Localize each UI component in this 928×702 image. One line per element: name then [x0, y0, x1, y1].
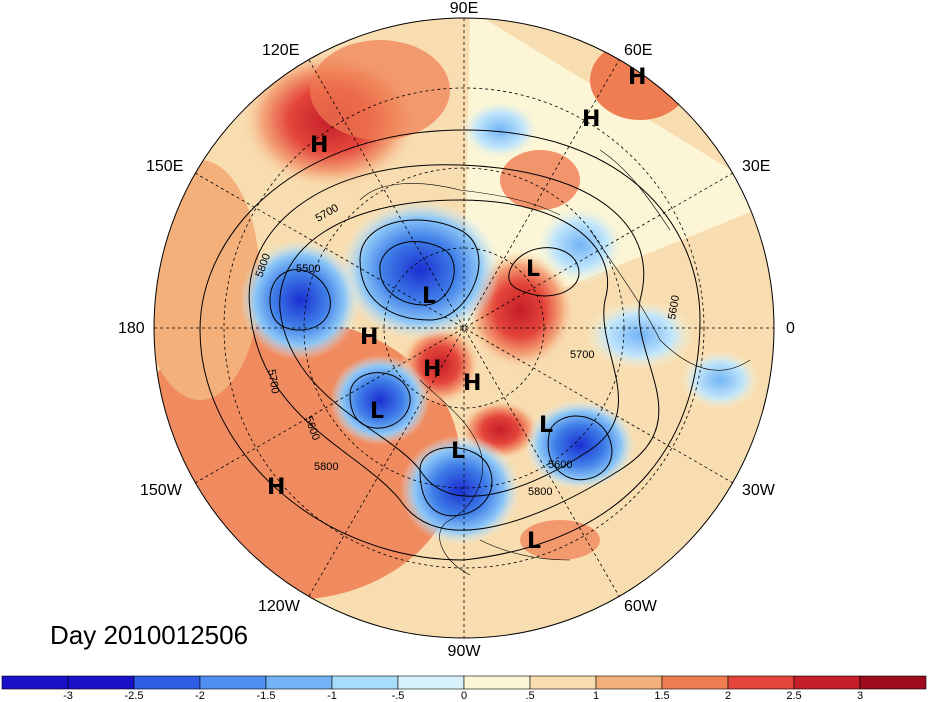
colorbar-swatch [661, 675, 729, 690]
pressure-centers: H H H H L L H H L L L L H H [267, 65, 646, 554]
contour-label: 5600 [666, 294, 682, 320]
colorbar-tick-label: -2 [195, 690, 205, 702]
lon-label-120e: 120E [262, 42, 300, 59]
colorbar-tick-label: 2.5 [786, 690, 801, 702]
lon-label-60w: 60W [624, 598, 657, 615]
colorbar-swatch [529, 675, 597, 690]
contour-label: 5800 [314, 461, 338, 473]
colorbar-tick-label: 1 [593, 690, 599, 702]
low-center-marker: L [526, 257, 540, 282]
colorbar-swatch [1, 675, 69, 690]
coastlines [359, 149, 751, 576]
lon-label-150w: 150W [140, 482, 182, 499]
lon-label-30w: 30W [742, 482, 775, 499]
low-center-marker: L [451, 439, 465, 464]
colorbar: -3 -2.5 -2 -1.5 -1 -.5 0 .5 1 1.5 2 2.5 3 [1, 675, 927, 702]
lon-label-30e: 30E [742, 158, 771, 175]
anomaly-field [154, 18, 774, 638]
colorbar-swatch [793, 675, 861, 690]
high-center-marker: L [527, 529, 541, 554]
high-center-marker: H [423, 357, 441, 382]
graticule [154, 18, 774, 638]
colorbar-swatch [397, 675, 465, 690]
lon-label-90w: 90W [447, 643, 481, 660]
low-center-marker: L [539, 413, 553, 438]
colorbar-tick-label: .5 [525, 690, 534, 702]
lon-label-90e: 90E [449, 0, 479, 17]
contour-label: 5700 [570, 349, 594, 361]
colorbar-swatch [199, 675, 267, 690]
contour-label: 5700 [265, 368, 281, 394]
lon-label-0: 0 [786, 320, 795, 337]
lon-label-120w: 120W [258, 598, 300, 615]
date-label: Day 2010012506 [50, 620, 249, 650]
colorbar-swatch [331, 675, 399, 690]
colorbar-tick-label: 2 [725, 690, 731, 702]
colorbar-tick-label: -1.5 [257, 690, 276, 702]
colorbar-swatch [133, 675, 201, 690]
colorbar-tick-label: -1 [327, 690, 337, 702]
lon-label-60e: 60E [624, 42, 653, 59]
colorbar-tick-label: 1.5 [654, 690, 669, 702]
low-center-marker: L [422, 284, 436, 309]
lon-label-180: 180 [118, 320, 145, 337]
colorbar-swatch [859, 675, 927, 690]
colorbar-swatch [595, 675, 663, 690]
low-center-marker: H [463, 371, 481, 396]
contour-label: 5600 [548, 459, 572, 471]
high-center-marker: H [310, 133, 328, 158]
contour-label: 5500 [296, 263, 320, 275]
colorbar-swatch [463, 675, 531, 690]
colorbar-tick-label: 0 [461, 690, 467, 702]
contour-label: 5800 [528, 486, 552, 498]
colorbar-tick-label: -2.5 [125, 690, 144, 702]
colorbar-swatch [265, 675, 333, 690]
lon-label-150e: 150E [146, 158, 184, 175]
colorbar-tick-label: -.5 [392, 690, 405, 702]
colorbar-tick-label: -3 [63, 690, 73, 702]
high-center-marker: H [360, 325, 378, 350]
height-contours [199, 129, 701, 561]
colorbar-swatch [727, 675, 795, 690]
high-center-marker: H [267, 475, 285, 500]
high-center-marker: H [582, 107, 600, 132]
colorbar-swatch [67, 675, 135, 690]
colorbar-tick-label: 3 [857, 690, 863, 702]
high-center-marker: H [628, 65, 646, 90]
low-center-marker: L [370, 399, 384, 424]
